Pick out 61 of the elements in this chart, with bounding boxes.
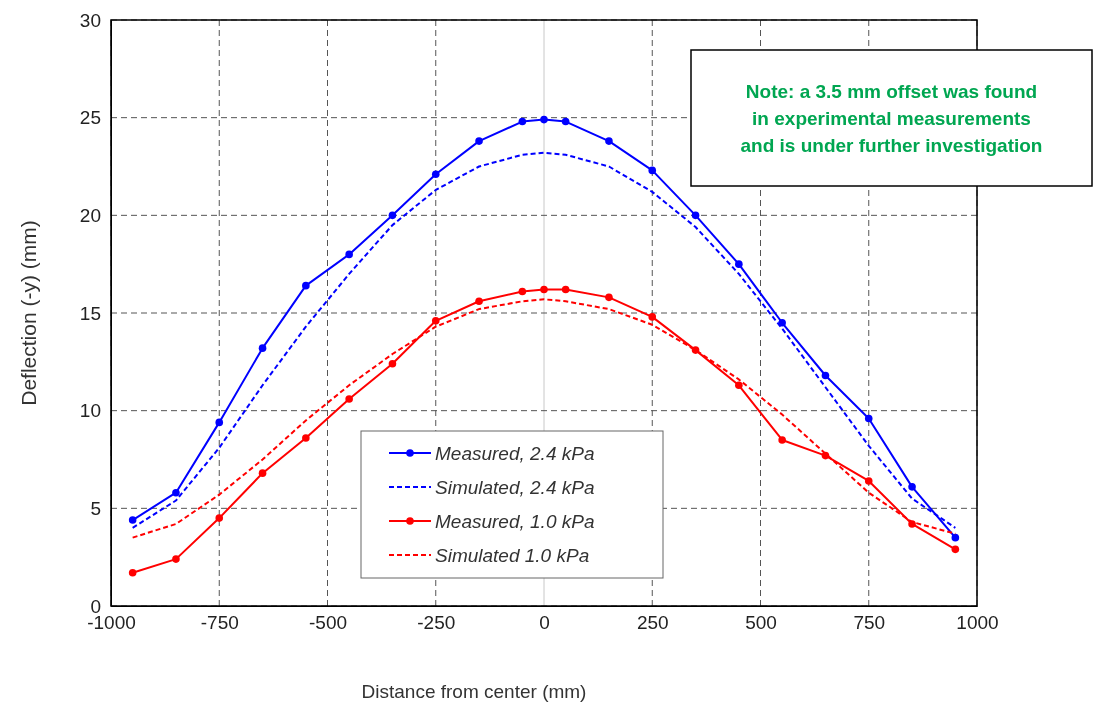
point	[908, 520, 916, 528]
point	[821, 371, 830, 380]
point	[215, 514, 224, 522]
legend-label: Measured, 1.0 kPa	[435, 511, 595, 532]
point	[518, 117, 527, 126]
x-tick-label: 500	[745, 612, 777, 634]
y-tick-label: 30	[79, 9, 101, 31]
legend-label: Measured, 2.4 kPa	[435, 443, 595, 464]
point	[302, 281, 310, 290]
point	[388, 211, 397, 220]
annotation: Note: a 3.5 mm offset was found in experimental measurements and is under further investigation	[740, 81, 1043, 156]
point	[215, 418, 224, 427]
point	[540, 115, 548, 124]
point	[475, 297, 483, 306]
point	[345, 395, 353, 403]
point	[951, 545, 960, 554]
point	[605, 137, 613, 145]
point	[691, 211, 700, 220]
point	[648, 313, 657, 321]
point	[345, 250, 353, 259]
x-tick-label: 0	[539, 612, 550, 634]
point	[561, 117, 570, 126]
point	[864, 414, 873, 423]
point	[778, 318, 786, 327]
point	[431, 170, 440, 179]
point	[431, 317, 440, 325]
x-tick-label: 750	[853, 612, 886, 634]
point	[864, 477, 873, 485]
y-tick-label: 10	[79, 400, 101, 422]
x-tick-label: 1000	[956, 612, 999, 634]
legend-label: Simulated, 2.4 kPa	[435, 477, 595, 498]
point	[735, 260, 743, 268]
x-tick-label: -750	[200, 612, 239, 634]
y-axis-title: Deflection (-y) (mm)	[17, 220, 40, 406]
y-tick-label: 25	[79, 107, 101, 129]
legend-label: Simulated 1.0 kPa	[435, 545, 590, 566]
x-tick-label: -250	[417, 612, 456, 634]
point	[258, 344, 267, 352]
point	[908, 483, 916, 491]
point	[172, 555, 180, 563]
point	[128, 516, 137, 524]
point	[605, 293, 613, 302]
point	[128, 568, 137, 577]
x-axis-title: Distance from center (mm)	[361, 681, 587, 702]
point	[951, 533, 960, 542]
x-tick-label: 250	[636, 612, 669, 634]
x-tick-label: -500	[308, 612, 348, 634]
point	[735, 381, 743, 390]
point	[388, 359, 397, 368]
point	[172, 488, 180, 497]
point	[518, 287, 527, 296]
point	[540, 285, 548, 294]
point	[648, 166, 657, 175]
point	[475, 137, 483, 145]
point	[302, 434, 310, 442]
point	[258, 469, 267, 477]
point	[778, 436, 786, 444]
y-tick-label: 15	[79, 302, 101, 324]
point	[561, 285, 570, 294]
y-tick-label: 20	[79, 204, 101, 226]
y-tick-label: 5	[90, 497, 101, 519]
